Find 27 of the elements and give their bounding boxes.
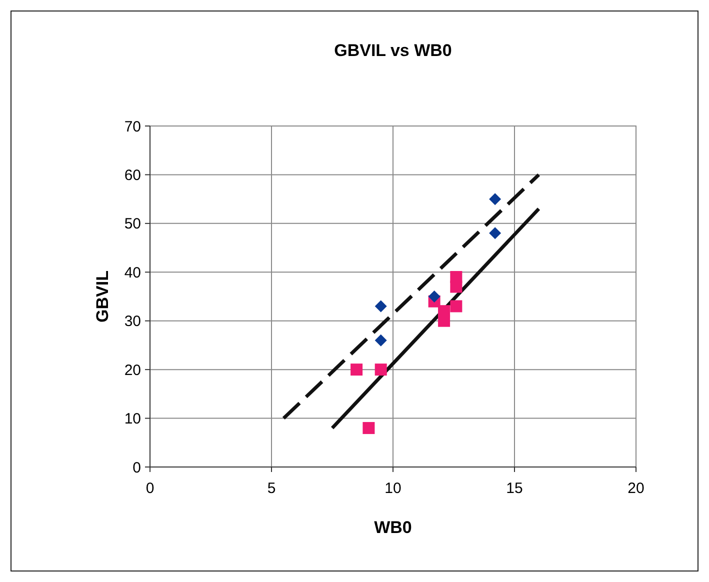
y-axis-title: GBVIL	[93, 270, 112, 322]
x-tick-label: 0	[146, 480, 154, 497]
x-tick-label: 20	[628, 480, 644, 497]
y-tick-label: 30	[124, 313, 141, 330]
chart-title: GBVIL vs WB0	[334, 41, 452, 60]
y-tick-label: 50	[124, 216, 141, 233]
x-axis-title: WB0	[374, 518, 412, 537]
point	[489, 227, 502, 240]
x-tick-label: 10	[384, 480, 402, 497]
x-tick-label: 15	[506, 480, 523, 497]
point	[428, 290, 440, 302]
point	[489, 193, 502, 206]
point	[350, 364, 363, 376]
y-tick-label: 20	[124, 362, 141, 379]
point	[362, 422, 375, 434]
point	[438, 305, 450, 318]
point	[374, 334, 387, 346]
point	[374, 300, 387, 312]
y-tick-label: 40	[124, 264, 141, 282]
point	[450, 271, 462, 284]
y-tick-label: 0	[132, 459, 141, 476]
y-tick-label: 10	[124, 410, 141, 428]
x-tick-label: 5	[267, 480, 276, 497]
y-tick-label: 60	[124, 166, 141, 184]
point	[450, 300, 462, 312]
point	[374, 364, 387, 376]
y-tick-label: 70	[124, 118, 141, 136]
